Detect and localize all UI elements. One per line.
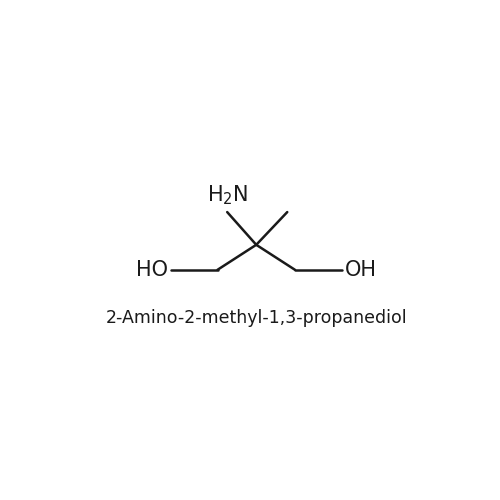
Text: 2-Amino-2-methyl-1,3-propanediol: 2-Amino-2-methyl-1,3-propanediol <box>106 309 407 327</box>
Text: H$_2$N: H$_2$N <box>206 184 248 208</box>
Text: OH: OH <box>344 260 376 280</box>
Text: HO: HO <box>136 260 168 280</box>
